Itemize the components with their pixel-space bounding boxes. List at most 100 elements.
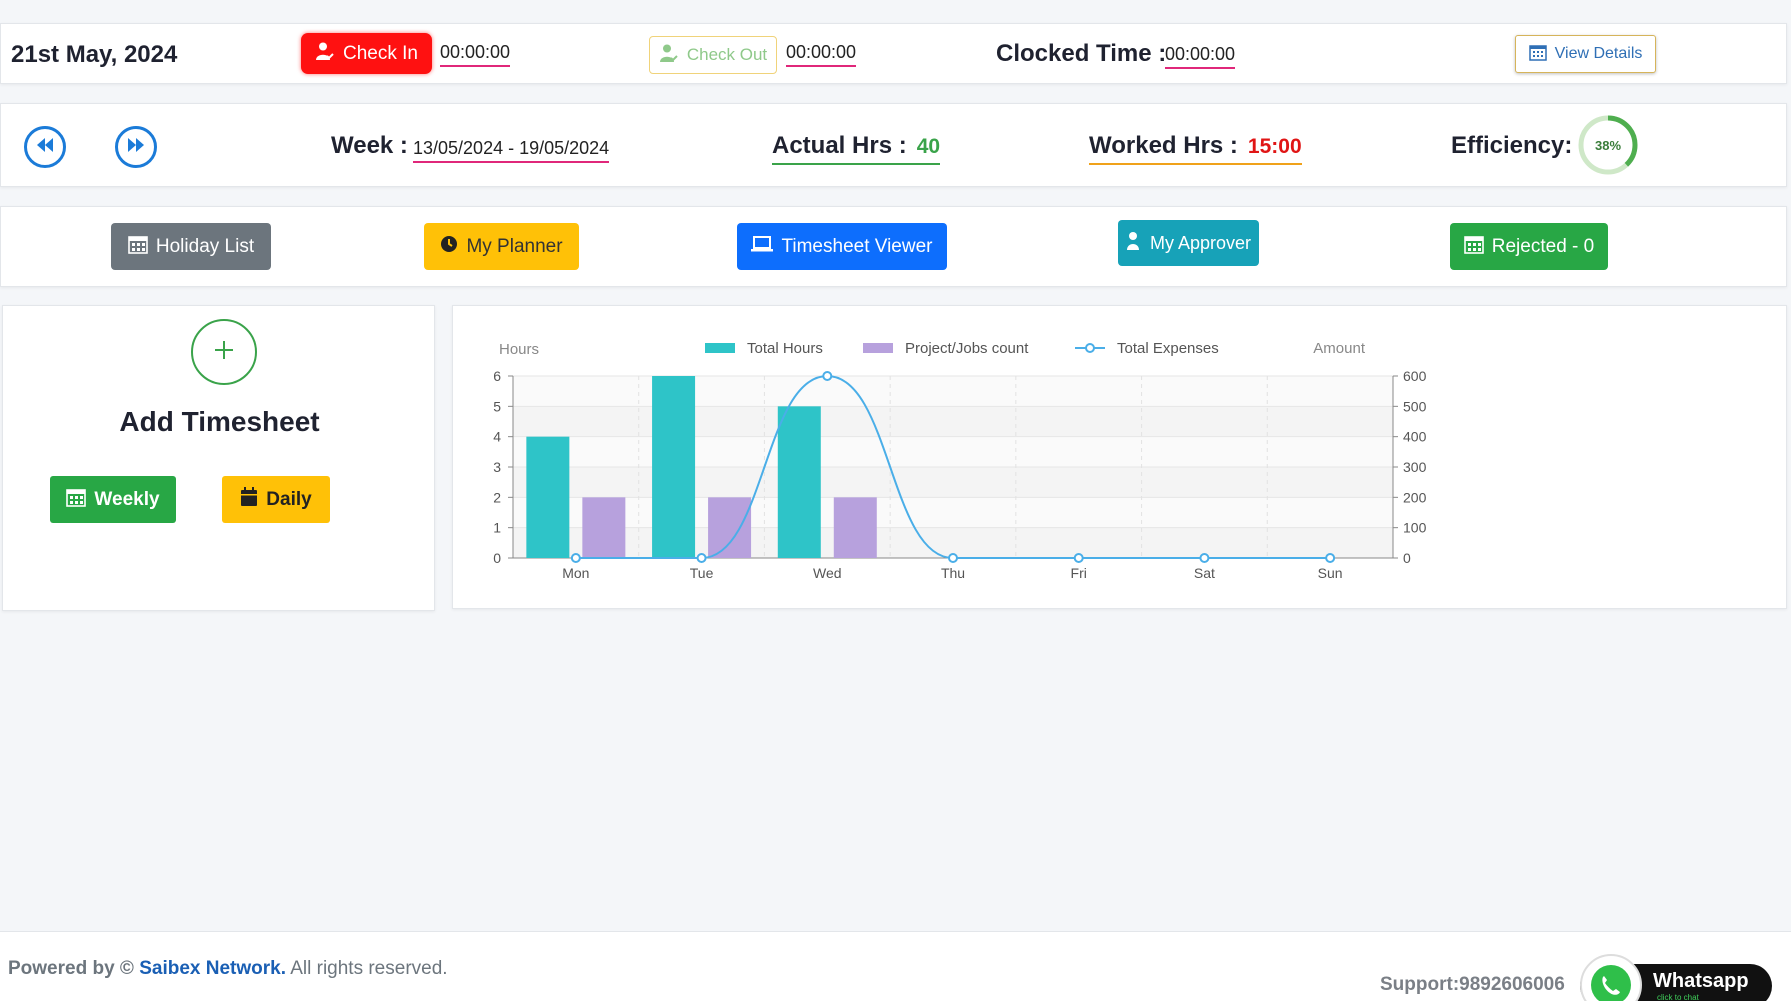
weekly-chart: Total Hours Project/Jobs count Total Expen… <box>493 340 1427 581</box>
rewind-icon <box>36 137 54 157</box>
week-range: 13/05/2024 - 19/05/2024 <box>413 138 610 163</box>
holiday-list-button[interactable]: Holiday List <box>111 223 271 270</box>
y-tick-label: 3 <box>493 459 501 475</box>
check-out-button[interactable]: Check Out <box>649 36 777 74</box>
y2-tick-label: 400 <box>1403 429 1427 445</box>
add-timesheet-button[interactable] <box>191 319 257 385</box>
y-tick-label: 6 <box>493 368 501 384</box>
user-icon <box>1126 231 1142 256</box>
y-tick-label: 2 <box>493 489 501 505</box>
worked-hours: Worked Hrs : 15:00 <box>1089 132 1302 165</box>
calendar-icon <box>128 234 148 260</box>
user-check-icon <box>315 41 335 67</box>
brand-link[interactable]: Saibex Network. <box>139 958 286 979</box>
copyright-text: Powered by © Saibex Network. All rights … <box>8 958 448 980</box>
plus-icon <box>213 339 235 366</box>
calendar-solid-icon <box>240 486 258 513</box>
x-tick-label: Sat <box>1194 565 1215 581</box>
grid-band <box>513 376 1393 407</box>
grid-band <box>513 467 1393 498</box>
efficiency-percent: 38% <box>1595 138 1621 153</box>
rights-text: All rights reserved. <box>290 958 448 979</box>
add-timesheet-title: Add Timesheet <box>119 406 320 437</box>
whatsapp-sublabel: click to chat <box>1657 993 1699 1001</box>
line-point <box>822 371 833 381</box>
line-point <box>1325 553 1336 563</box>
whatsapp-icon <box>1580 954 1642 1001</box>
view-details-button[interactable]: View Details <box>1515 35 1656 73</box>
x-tick-label: Fri <box>1071 565 1087 581</box>
whatsapp-label: Whatsapp <box>1653 970 1749 992</box>
daily-label: Daily <box>266 488 312 510</box>
grid-band <box>513 497 1393 528</box>
y2-tick-label: 600 <box>1403 368 1427 384</box>
powered-by-label: Powered by © <box>8 958 134 979</box>
support-phone: Support:9892606006 <box>1380 974 1565 995</box>
previous-week-button[interactable] <box>24 126 66 168</box>
clocked-time-value: 00:00:00 <box>1165 44 1236 69</box>
bar-project-jobs-count <box>833 497 877 558</box>
view-details-label: View Details <box>1554 45 1643 62</box>
x-tick-label: Tue <box>690 565 714 581</box>
legend-label: Total Hours <box>747 340 823 357</box>
y-tick-label: 0 <box>493 550 501 566</box>
rejected-button[interactable]: Rejected - 0 <box>1450 223 1608 270</box>
calendar-icon <box>66 487 87 513</box>
fast-forward-icon <box>127 137 145 157</box>
my-planner-label: My Planner <box>466 235 563 257</box>
actual-hours: Actual Hrs : 40 <box>772 132 941 165</box>
daily-button[interactable]: Daily <box>222 476 330 523</box>
check-out-time: 00:00:00 <box>786 42 857 67</box>
line-point <box>948 553 958 563</box>
footer: Powered by © Saibex Network. All rights … <box>0 931 1791 1001</box>
grid-band <box>513 436 1393 467</box>
action-bar: Holiday List My Planner Timesheet Viewer… <box>0 206 1787 287</box>
y-tick-label: 1 <box>493 520 501 536</box>
user-check-icon <box>659 43 679 68</box>
grid-band <box>513 406 1393 437</box>
weekly-button[interactable]: Weekly <box>50 476 176 523</box>
weekly-label: Weekly <box>94 488 160 510</box>
y2-tick-label: 0 <box>1403 550 1411 566</box>
efficiency-gauge: 38% <box>1578 115 1638 175</box>
line-point <box>570 553 581 563</box>
add-timesheet-card: Add Timesheet Weekly Daily <box>2 305 435 611</box>
my-approver-button[interactable]: My Approver <box>1118 220 1259 266</box>
y2-tick-label: 300 <box>1403 459 1427 475</box>
worked-hours-label: Worked Hrs : <box>1089 132 1238 159</box>
efficiency-label: Efficiency: <box>1451 132 1573 159</box>
my-planner-button[interactable]: My Planner <box>424 223 579 270</box>
y2-tick-label: 200 <box>1403 489 1427 505</box>
holiday-list-label: Holiday List <box>155 235 255 257</box>
legend-label: Project/Jobs count <box>905 340 1029 357</box>
attendance-bar: 21st May, 2024 Check In 00:00:00 Check O… <box>0 23 1787 84</box>
bar-total-hours <box>526 436 570 558</box>
y2-tick-label: 100 <box>1403 520 1427 536</box>
x-tick-label: Wed <box>813 565 842 581</box>
weekly-chart-card: Total Hours Project/Jobs count Total Expen… <box>452 305 1787 609</box>
next-week-button[interactable] <box>115 126 157 168</box>
y2-axis-title: Amount <box>1313 340 1366 357</box>
check-in-button[interactable]: Check In <box>301 33 432 74</box>
line-point <box>696 553 707 563</box>
bar-total-hours <box>777 406 821 558</box>
bar-total-hours <box>652 376 696 558</box>
laptop-icon <box>751 235 774 258</box>
line-point <box>1073 553 1084 563</box>
y-axis-title: Hours <box>499 341 539 358</box>
rejected-label: Rejected - 0 <box>1491 235 1595 257</box>
x-tick-label: Thu <box>941 565 965 581</box>
chart-legend: Total Hours Project/Jobs count Total Expen… <box>705 340 1219 357</box>
calendar-icon <box>1463 234 1484 260</box>
worked-hours-value: 15:00 <box>1247 135 1302 158</box>
week-summary-bar: Week : 13/05/2024 - 19/05/2024 Actual Hr… <box>0 103 1787 187</box>
check-in-time: 00:00:00 <box>440 42 511 67</box>
timesheet-viewer-button[interactable]: Timesheet Viewer <box>737 223 947 270</box>
legend-label: Total Expenses <box>1117 340 1219 357</box>
x-tick-label: Mon <box>562 565 589 581</box>
calendar-icon <box>1528 43 1547 66</box>
y-tick-label: 4 <box>493 429 501 445</box>
y-tick-label: 5 <box>493 398 501 414</box>
legend-swatch <box>705 343 735 353</box>
bar-project-jobs-count <box>582 497 626 558</box>
